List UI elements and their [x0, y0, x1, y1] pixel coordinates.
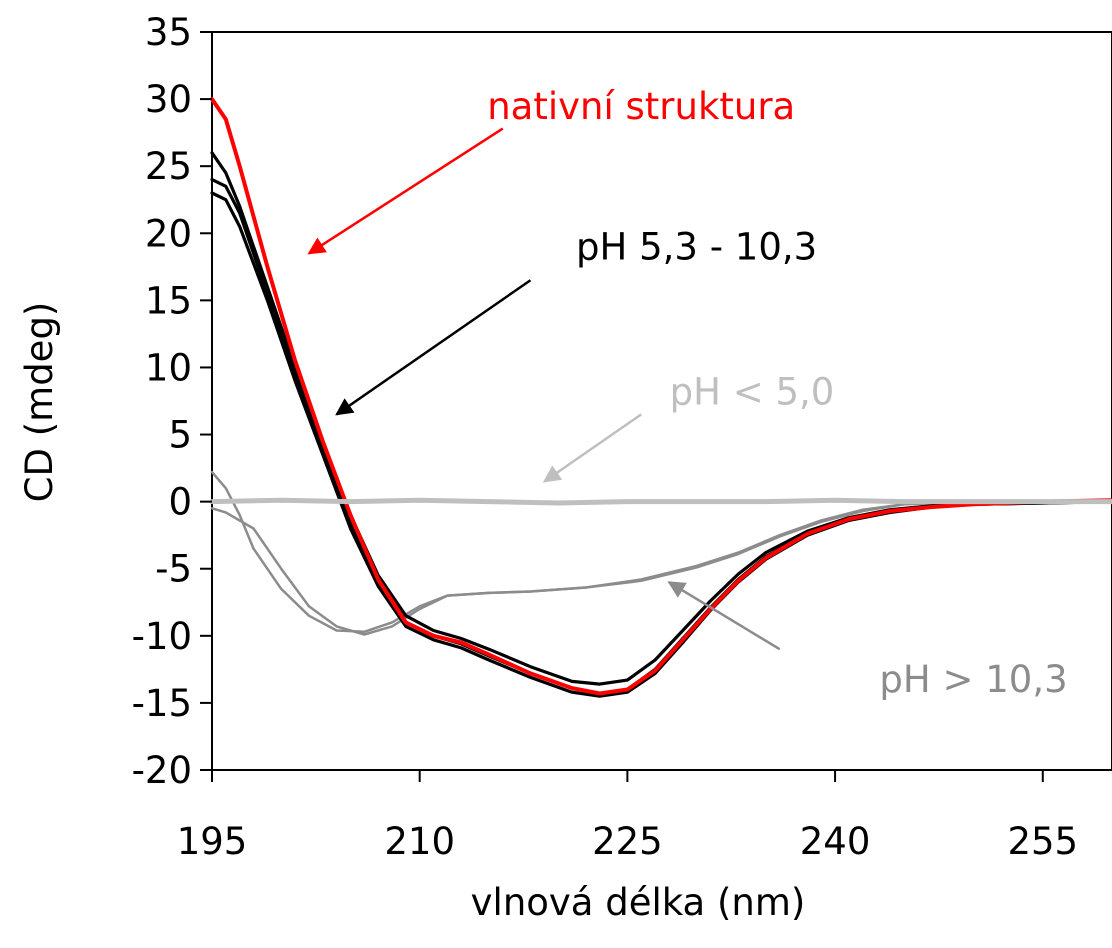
series-line-1: [210, 470, 1112, 634]
y-tick-label-0: -20: [132, 749, 192, 792]
y-axis-title: CD (mdeg): [18, 302, 61, 503]
series-line-2: [210, 500, 1112, 636]
annotation-arrow-1: [307, 127, 504, 255]
y-tick-label-4: 0: [168, 481, 192, 524]
plot-area: [211, 31, 1112, 771]
x-axis-title: vlnová délka (nm): [471, 881, 806, 924]
annotation-arrow-4: [667, 581, 781, 651]
x-tick-label-0: 195: [177, 820, 248, 863]
axes: -20 -15 -10 -5 0 5 10 15 20 25 30 35 195 210 225 240 255: [132, 11, 1079, 863]
y-tick-label-10: 30: [145, 78, 192, 121]
y-tick-label-2: -10: [132, 615, 192, 658]
y-tick-label-5: 5: [168, 414, 192, 457]
x-tick-label-2: 225: [592, 820, 663, 863]
series-line-6: [210, 97, 1112, 696]
annotation-label-1: nativní struktura: [487, 85, 795, 128]
y-tick-label-8: 20: [145, 212, 192, 255]
series-line-7: [209, 497, 1112, 506]
y-tick-label-9: 25: [145, 145, 192, 188]
y-tick-label-3: -5: [155, 548, 192, 591]
annotation-arrow-3: [542, 413, 642, 483]
y-tick-label-1: -15: [132, 682, 192, 725]
annotation-label-3: pH < 5,0: [670, 371, 835, 414]
x-tick-label-1: 210: [384, 820, 455, 863]
series-layer: [209, 97, 1112, 698]
x-tick-label-3: 240: [800, 820, 871, 863]
annotation-label-2: pH 5,3 - 10,3: [576, 226, 817, 269]
x-tick-label-4: 255: [1007, 820, 1078, 863]
annotation-label-4: pH > 10,3: [879, 658, 1067, 701]
plot-frame: [211, 31, 1112, 771]
y-tick-label-11: 35: [145, 11, 192, 54]
y-tick-label-7: 15: [145, 279, 192, 322]
y-tick-label-6: 10: [145, 346, 192, 389]
annotations: nativní struktura pH 5,3 - 10,3 pH < 5,0 pH…: [307, 85, 1068, 701]
annotation-arrow-2: [335, 279, 532, 416]
